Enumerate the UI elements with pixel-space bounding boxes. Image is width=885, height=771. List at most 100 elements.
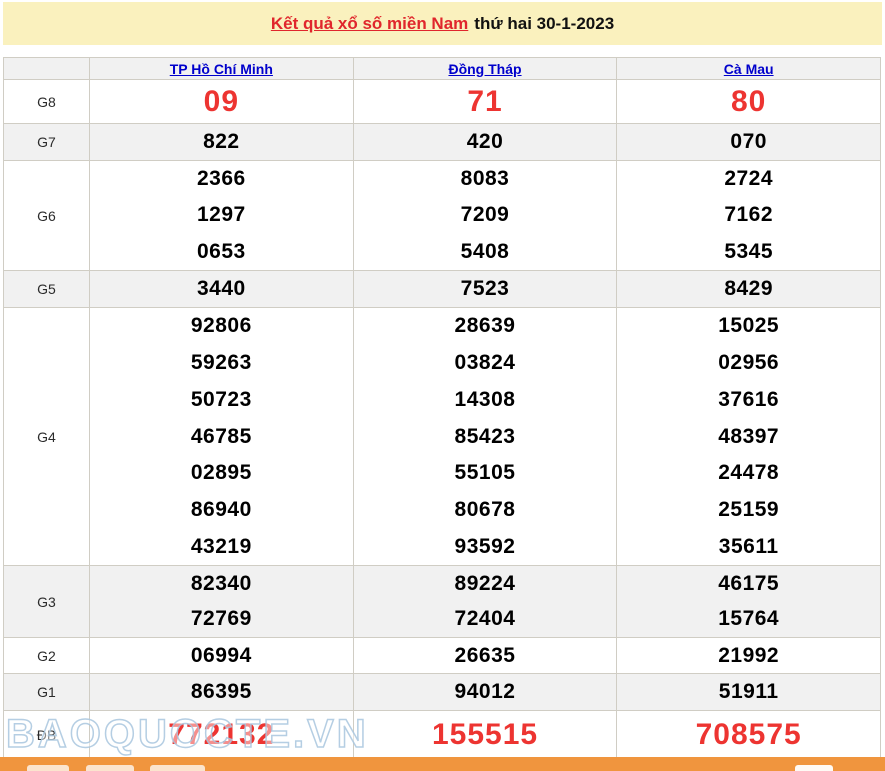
prize-number: 37616 (718, 387, 780, 411)
prize-cell: 71 (354, 80, 618, 123)
prize-cell: 09 (90, 80, 354, 123)
prize-number: 15025 (718, 314, 780, 338)
prize-number: 55105 (454, 461, 516, 485)
prize-label-g4: G4 (4, 308, 90, 565)
prize-number: 72769 (190, 607, 252, 631)
prize-number: 070 (730, 130, 767, 153)
prize-number: 43219 (190, 534, 252, 558)
prize-row-g5: G5 3440 7523 8429 (4, 271, 880, 308)
prize-cell: 420 (354, 124, 618, 160)
prize-number: 2366 (196, 167, 246, 191)
prize-number: 7162 (724, 203, 774, 227)
prize-label-g8: G8 (4, 80, 90, 123)
title-date: thứ hai 30-1-2023 (474, 13, 615, 33)
clipped-text-fragment (86, 765, 134, 771)
prize-cell: 8429 (617, 271, 880, 307)
prize-number: 5345 (724, 239, 774, 263)
prize-number: 7209 (460, 203, 510, 227)
prize-label-g1: G1 (4, 674, 90, 710)
prize-number: 02895 (190, 461, 252, 485)
table-header-row: TP Hồ Chí Minh Đồng Tháp Cà Mau (4, 58, 880, 80)
clipped-logo-fragment (795, 765, 833, 771)
prize-number: 772132 (168, 717, 275, 751)
results-table: TP Hồ Chí Minh Đồng Tháp Cà Mau G8 09 71 80… (3, 57, 881, 759)
prize-row-g4: G4 92806 59263 50723 46785 02895 86940 43219 286… (4, 308, 880, 566)
clipped-text-fragment (150, 765, 205, 771)
prize-cell: 46175 15764 (617, 566, 880, 637)
prize-number: 48397 (718, 424, 780, 448)
footer-bar (0, 757, 885, 771)
prize-number: 92806 (190, 314, 252, 338)
prize-number: 2724 (724, 167, 774, 191)
prize-number: 80678 (454, 497, 516, 521)
prize-cell: 94012 (354, 674, 618, 710)
prize-row-g1: G1 86395 94012 51911 (4, 674, 880, 711)
prize-number: 50723 (190, 387, 252, 411)
prize-number: 80 (730, 84, 767, 118)
province-link-tp-ho-chi-minh[interactable]: TP Hồ Chí Minh (169, 60, 273, 77)
prize-label-g3: G3 (4, 566, 90, 637)
prize-cell: 06994 (90, 638, 354, 673)
prize-cell: 82340 72769 (90, 566, 354, 637)
prize-cell: 51911 (617, 674, 880, 710)
prize-row-g2: G2 06994 26635 21992 (4, 638, 880, 674)
prize-number: 35611 (718, 534, 779, 558)
prize-cell: 7523 (354, 271, 618, 307)
prize-number: 86395 (190, 680, 252, 703)
prize-number: 708575 (695, 717, 802, 751)
prize-cell: 80 (617, 80, 880, 123)
prize-number: 24478 (718, 461, 780, 485)
prize-number: 14308 (454, 387, 516, 411)
prize-row-g6: G6 2366 1297 0653 8083 7209 5408 2724 7162 5345 (4, 161, 880, 271)
prize-number: 94012 (454, 680, 516, 703)
header-cell-dong-thap: Đồng Tháp (354, 58, 618, 79)
prize-number: 21992 (718, 643, 780, 667)
province-link-ca-mau[interactable]: Cà Mau (723, 60, 774, 77)
province-link-dong-thap[interactable]: Đồng Tháp (448, 60, 522, 77)
prize-cell: 155515 (354, 711, 618, 758)
prize-number: 7523 (460, 277, 510, 300)
prize-number: 155515 (431, 717, 539, 751)
prize-label-g2: G2 (4, 638, 90, 673)
prize-number: 8429 (724, 277, 774, 300)
prize-number: 06994 (190, 643, 252, 667)
header-cell-ca-mau: Cà Mau (617, 58, 880, 79)
prize-number: 28639 (454, 314, 516, 338)
prize-row-db: ĐB 772132 155515 708575 (4, 711, 880, 759)
prize-number: 72404 (454, 607, 516, 631)
prize-number: 02956 (718, 351, 780, 375)
title-link[interactable]: Kết quả xổ số miền Nam (270, 13, 469, 33)
clipped-text-fragment (27, 765, 69, 771)
prize-number: 03824 (454, 351, 516, 375)
prize-row-g3: G3 82340 72769 89224 72404 46175 15764 (4, 566, 880, 638)
prize-cell: 28639 03824 14308 85423 55105 80678 93592 (354, 308, 618, 565)
prize-number: 15764 (718, 607, 780, 631)
prize-cell: 3440 (90, 271, 354, 307)
prize-cell: 070 (617, 124, 880, 160)
prize-cell: 2366 1297 0653 (90, 161, 354, 270)
prize-number: 46785 (190, 424, 252, 448)
prize-number: 93592 (454, 534, 516, 558)
prize-number: 822 (203, 130, 240, 153)
prize-number: 89224 (454, 571, 516, 595)
prize-number: 25159 (718, 497, 780, 521)
prize-row-g8: G8 09 71 80 (4, 80, 880, 124)
prize-cell: 822 (90, 124, 354, 160)
prize-cell: 92806 59263 50723 46785 02895 86940 43219 (90, 308, 354, 565)
prize-number: 85423 (454, 424, 516, 448)
prize-number: 1297 (196, 203, 246, 227)
title-banner: Kết quả xổ số miền Nam thứ hai 30-1-2023 (3, 2, 882, 45)
prize-label-g6: G6 (4, 161, 90, 270)
prize-number: 420 (466, 130, 504, 153)
prize-cell: 2724 7162 5345 (617, 161, 880, 270)
header-cell-tp-ho-chi-minh: TP Hồ Chí Minh (90, 58, 354, 79)
prize-cell: 708575 (617, 711, 880, 758)
prize-number: 71 (467, 84, 503, 118)
prize-number: 86940 (190, 497, 252, 521)
prize-cell: 86395 (90, 674, 354, 710)
prize-number: 59263 (190, 351, 252, 375)
prize-cell: 21992 (617, 638, 880, 673)
prize-number: 82340 (190, 571, 252, 595)
prize-label-g5: G5 (4, 271, 90, 307)
